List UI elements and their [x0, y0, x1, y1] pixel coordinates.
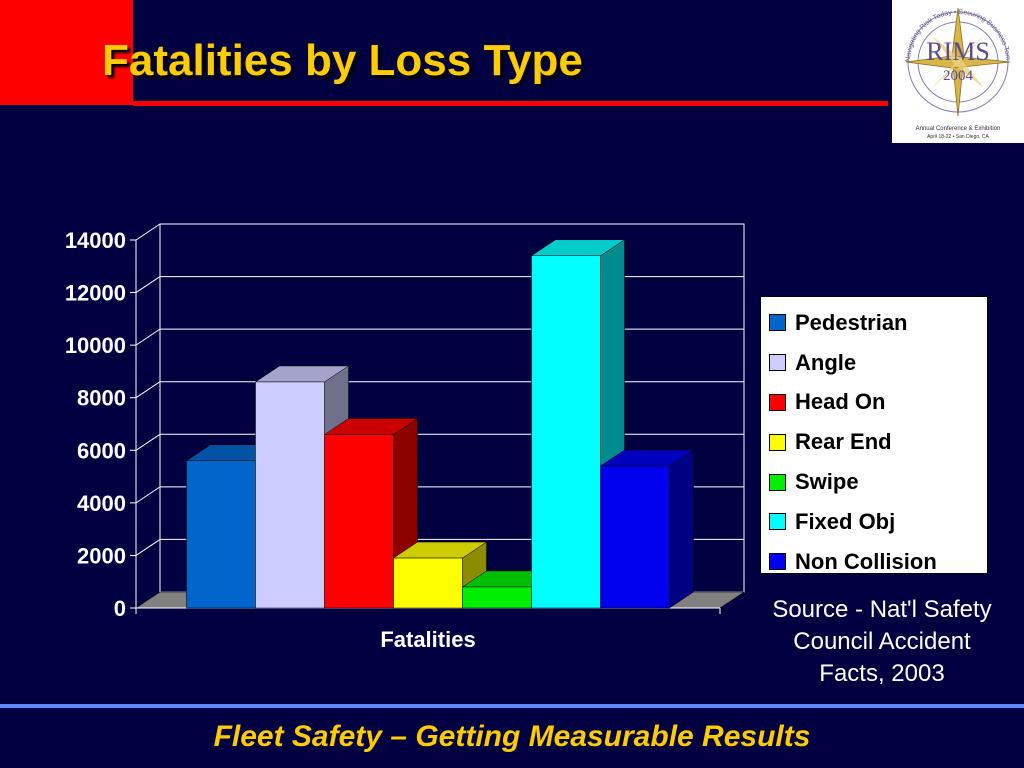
y-tick-label: 6000 [77, 438, 126, 463]
logo-caption-2: April 18-22 • San Diego, CA [927, 134, 989, 140]
legend-item: Rear End [769, 422, 987, 462]
legend-swatch [769, 314, 786, 332]
slide-title: Fatalities by Loss Type [102, 36, 583, 85]
legend-swatch [769, 354, 786, 372]
legend-label: Angle [795, 349, 857, 375]
legend-item: Head On [769, 383, 987, 423]
bar [186, 460, 256, 609]
legend-label: Fixed Obj [795, 508, 896, 534]
gridline-side [135, 328, 161, 346]
bar [393, 557, 463, 609]
bar [462, 586, 532, 609]
slide-footer: Fleet Safety – Getting Measurable Result… [213, 720, 811, 753]
bar-side [669, 449, 694, 609]
y-tick-label: 14000 [65, 228, 126, 253]
legend-item: Fixed Obj [769, 502, 987, 542]
y-tick-label: 2000 [77, 543, 126, 568]
logo-caption-1: Annual Conference & Exhibition [916, 126, 1001, 132]
legend-label: Non Collision [795, 548, 937, 574]
bar [324, 434, 394, 609]
y-tick-label: 8000 [77, 386, 126, 411]
source-line-3: Facts, 2003 [819, 660, 945, 687]
title-red-block [0, 0, 133, 105]
gridline-side [135, 539, 161, 556]
legend-swatch [769, 513, 786, 531]
legend-swatch [769, 553, 786, 571]
bar [255, 381, 325, 609]
rims-logo-graphic: Navigating Risk Today • Securing Busines… [888, 0, 1011, 140]
legend-swatch [769, 433, 786, 451]
legend-swatch [769, 393, 786, 411]
x-category-label: Fatalities [380, 627, 475, 652]
logo-brand: RIMS [926, 37, 990, 66]
footer-rule [0, 704, 1024, 708]
title-underline [133, 101, 888, 106]
gridline-side [135, 223, 161, 241]
source-line-2: Council Accident [793, 628, 971, 655]
source-note: Source - Nat'l Safety Council Accident F… [744, 594, 1020, 690]
legend-label: Head On [795, 389, 886, 415]
gridline-side [135, 486, 161, 504]
y-tick-label: 4000 [77, 491, 126, 516]
y-tick-label: 12000 [65, 281, 126, 306]
legend-item: Pedestrian [769, 303, 987, 343]
legend-item: Non Collision [769, 542, 987, 582]
bar [531, 255, 601, 609]
y-tick-label: 0 [114, 596, 126, 621]
legend-item: Swipe [769, 462, 987, 502]
legend-swatch [769, 473, 786, 491]
source-line-1: Source - Nat'l Safety [772, 596, 992, 623]
chart-legend: Pedestrian Angle Head On Rear End Swipe Fixed… [760, 296, 988, 574]
rims-logo: Navigating Risk Today • Securing Busines… [888, 0, 1024, 143]
gridline-side [135, 381, 161, 399]
logo-year: 2004 [943, 68, 974, 84]
legend-label: Rear End [795, 429, 892, 455]
legend-label: Pedestrian [795, 309, 908, 335]
gridline-side [135, 276, 161, 293]
y-tick-label: 10000 [65, 333, 126, 358]
gridline-side [135, 433, 161, 451]
legend-label: Swipe [795, 469, 859, 495]
bar [600, 465, 670, 609]
legend-item: Angle [769, 343, 987, 383]
